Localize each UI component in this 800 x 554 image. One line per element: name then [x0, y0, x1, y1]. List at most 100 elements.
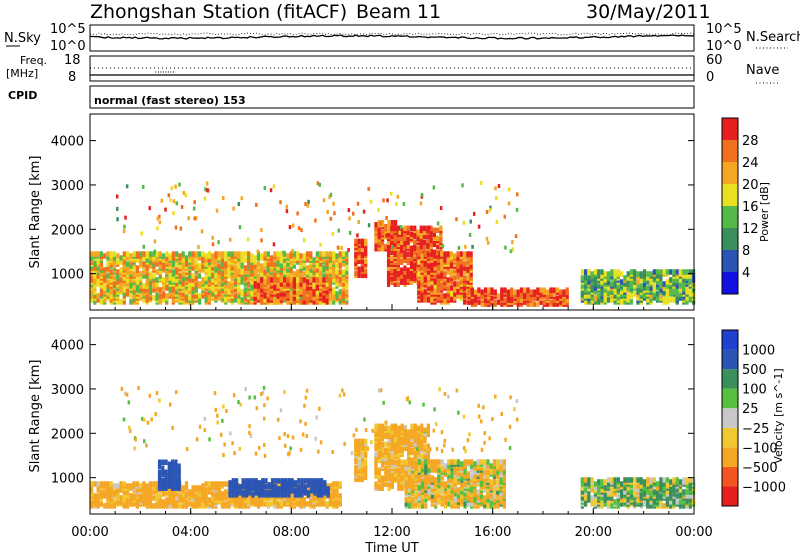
echo-cell	[449, 291, 454, 297]
echo-cell	[364, 268, 368, 275]
echo-cell	[286, 261, 290, 267]
echo-cell	[140, 231, 143, 236]
echo-cell	[453, 497, 457, 503]
echo-cell	[385, 233, 388, 238]
echo-cell	[250, 289, 254, 295]
echo-cell	[228, 486, 232, 492]
echo-cell	[109, 495, 113, 501]
echo-cell	[348, 216, 351, 221]
echo-cell	[688, 269, 692, 275]
power-colorbar-tick: 8	[742, 244, 750, 259]
echo-cell	[483, 297, 488, 303]
echo-cell	[397, 453, 401, 460]
echo-cell	[175, 267, 179, 273]
echo-cell	[135, 257, 140, 263]
echo-cell	[197, 263, 202, 269]
echo-cell	[380, 475, 385, 481]
echo-cell	[292, 495, 297, 501]
echo-cell	[247, 493, 251, 499]
echo-cell	[302, 281, 306, 287]
echo-cell	[369, 199, 373, 204]
echo-cell	[174, 467, 178, 473]
echo-cell	[145, 263, 149, 269]
echo-cell	[106, 481, 110, 487]
echo-cell	[446, 277, 450, 283]
echo-cell	[132, 251, 136, 257]
echo-cell	[148, 285, 153, 291]
echo-cell	[207, 265, 211, 271]
echo-cell	[313, 490, 317, 496]
echo-cell	[240, 257, 244, 263]
echo-cell	[456, 479, 461, 485]
echo-cell	[309, 277, 313, 283]
echo-cell	[220, 481, 225, 487]
echo-cell	[277, 486, 281, 492]
echo-cell	[191, 285, 195, 291]
echo-cell	[181, 291, 185, 297]
echo-cell	[207, 293, 211, 299]
echo-cell	[240, 495, 244, 501]
echo-cell	[168, 279, 172, 285]
echo-cell	[400, 277, 404, 283]
echo-cell	[419, 225, 423, 232]
echo-cell	[322, 265, 326, 271]
echo-cell	[292, 271, 297, 277]
echo-cell	[276, 483, 280, 489]
echo-cell	[396, 225, 400, 232]
echo-cell	[426, 423, 430, 430]
echo-cell	[626, 285, 630, 291]
echo-cell	[404, 459, 408, 465]
echo-cell	[410, 447, 414, 454]
echo-cell	[688, 273, 692, 279]
noise-panel-frame	[89, 24, 695, 52]
echo-cell	[96, 493, 100, 499]
echo-cell	[409, 263, 414, 269]
echo-cell	[486, 469, 490, 475]
echo-cell	[649, 293, 653, 299]
echo-cell	[243, 257, 247, 263]
echo-cell	[506, 289, 510, 295]
echo-cell	[446, 281, 450, 287]
echo-cell	[194, 285, 198, 291]
echo-cell	[315, 251, 319, 257]
echo-cell	[116, 499, 120, 505]
echo-cell	[678, 269, 683, 275]
echo-cell	[597, 293, 601, 299]
echo-cell	[490, 287, 494, 293]
echo-cell	[93, 481, 97, 487]
echo-cell	[181, 281, 185, 287]
echo-cell	[456, 459, 461, 465]
echo-cell	[305, 279, 310, 285]
echo-cell	[292, 251, 297, 257]
echo-cell	[145, 279, 149, 285]
echo-cell	[312, 277, 316, 283]
echo-cell	[606, 271, 611, 277]
echo-cell	[184, 193, 188, 198]
echo-cell	[328, 491, 333, 497]
echo-cell	[119, 255, 123, 261]
echo-cell	[411, 481, 415, 487]
echo-cell	[319, 291, 323, 297]
echo-cell	[247, 289, 251, 295]
echo-cell	[629, 283, 634, 289]
echo-cell	[106, 283, 110, 289]
echo-cell	[341, 293, 346, 299]
echo-cell	[297, 490, 301, 496]
echo-cell	[250, 265, 254, 271]
echo-cell	[122, 281, 126, 287]
echo-cell	[178, 503, 182, 509]
echo-cell	[423, 265, 427, 271]
echo-cell	[204, 261, 208, 267]
echo-cell	[449, 261, 454, 267]
echo-cell	[302, 265, 306, 271]
echo-cell	[417, 251, 421, 257]
echo-cell	[476, 489, 480, 495]
echo-cell	[460, 461, 464, 467]
echo-cell	[197, 485, 202, 491]
echo-cell	[446, 269, 450, 275]
echo-cell	[244, 478, 248, 484]
echo-cell	[191, 259, 195, 265]
echo-cell	[377, 427, 381, 434]
echo-cell	[420, 499, 425, 505]
echo-cell	[413, 431, 417, 438]
